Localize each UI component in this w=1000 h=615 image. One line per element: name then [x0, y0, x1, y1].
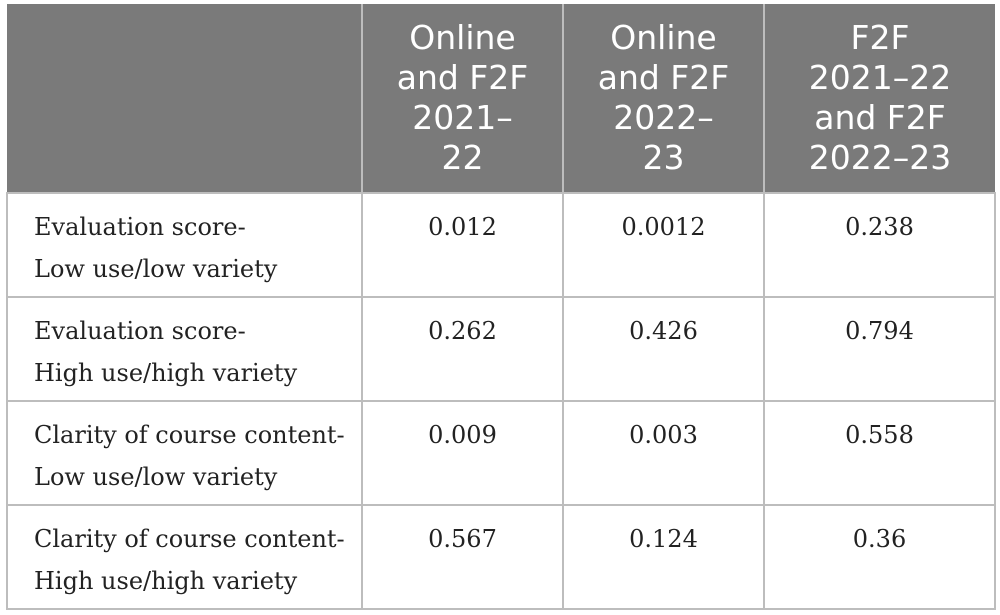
header-line: Online — [409, 18, 516, 57]
table-body: Evaluation score- Low use/low variety 0.… — [6, 192, 996, 610]
value-cell: 0.238 — [763, 192, 996, 298]
value-cell: 0.0012 — [562, 192, 765, 298]
header-cell-online-f2f-2021-22: Online and F2F 2021– 22 — [361, 4, 564, 194]
comparison-table: Online and F2F 2021– 22 Online and F2F 2… — [6, 4, 996, 610]
table-row: Evaluation score- Low use/low variety 0.… — [6, 192, 996, 298]
row-label-line: Low use/low variety — [34, 255, 278, 283]
row-label-line: Clarity of course content- — [34, 525, 345, 553]
row-label-line: High use/high variety — [34, 567, 298, 595]
header-line: F2F — [850, 18, 910, 57]
table-row: Clarity of course content- High use/high… — [6, 504, 996, 610]
comparison-table-container: Online and F2F 2021– 22 Online and F2F 2… — [6, 4, 996, 610]
header-line: Online — [610, 18, 717, 57]
table-row: Evaluation score- High use/high variety … — [6, 296, 996, 402]
row-label-cell: Evaluation score- Low use/low variety — [6, 192, 363, 298]
header-line: and F2F — [396, 58, 529, 97]
header-line: 2021–22 — [808, 58, 952, 97]
row-label-cell: Clarity of course content- High use/high… — [6, 504, 363, 610]
value-cell: 0.012 — [361, 192, 564, 298]
header-line: and F2F — [814, 98, 946, 137]
value-cell: 0.426 — [562, 296, 765, 402]
row-label-line: Low use/low variety — [34, 463, 278, 491]
value-cell: 0.794 — [763, 296, 996, 402]
row-label-line: Evaluation score- — [34, 213, 246, 241]
header-line: and F2F — [597, 58, 730, 97]
header-line: 23 — [642, 138, 685, 177]
header-cell-empty — [7, 4, 363, 194]
row-label-line: High use/high variety — [34, 359, 298, 387]
header-line: 22 — [441, 138, 484, 177]
value-cell: 0.558 — [763, 400, 996, 506]
row-label-line: Clarity of course content- — [34, 421, 345, 449]
value-cell: 0.567 — [361, 504, 564, 610]
row-label-cell: Evaluation score- High use/high variety — [6, 296, 363, 402]
value-cell: 0.36 — [763, 504, 996, 610]
value-cell: 0.003 — [562, 400, 765, 506]
value-cell: 0.009 — [361, 400, 564, 506]
header-line: 2022– — [613, 98, 714, 137]
header-cell-f2f-2021-22-f2f-2022-23: F2F 2021–22 and F2F 2022–23 — [763, 4, 995, 194]
table-row: Clarity of course content- Low use/low v… — [6, 400, 996, 506]
header-line: 2021– — [412, 98, 513, 137]
header-cell-online-f2f-2022-23: Online and F2F 2022– 23 — [562, 4, 765, 194]
header-line: 2022–23 — [808, 138, 952, 177]
table-header: Online and F2F 2021– 22 Online and F2F 2… — [7, 4, 995, 194]
value-cell: 0.262 — [361, 296, 564, 402]
header-row: Online and F2F 2021– 22 Online and F2F 2… — [7, 4, 995, 194]
row-label-cell: Clarity of course content- Low use/low v… — [6, 400, 363, 506]
row-label-line: Evaluation score- — [34, 317, 246, 345]
value-cell: 0.124 — [562, 504, 765, 610]
